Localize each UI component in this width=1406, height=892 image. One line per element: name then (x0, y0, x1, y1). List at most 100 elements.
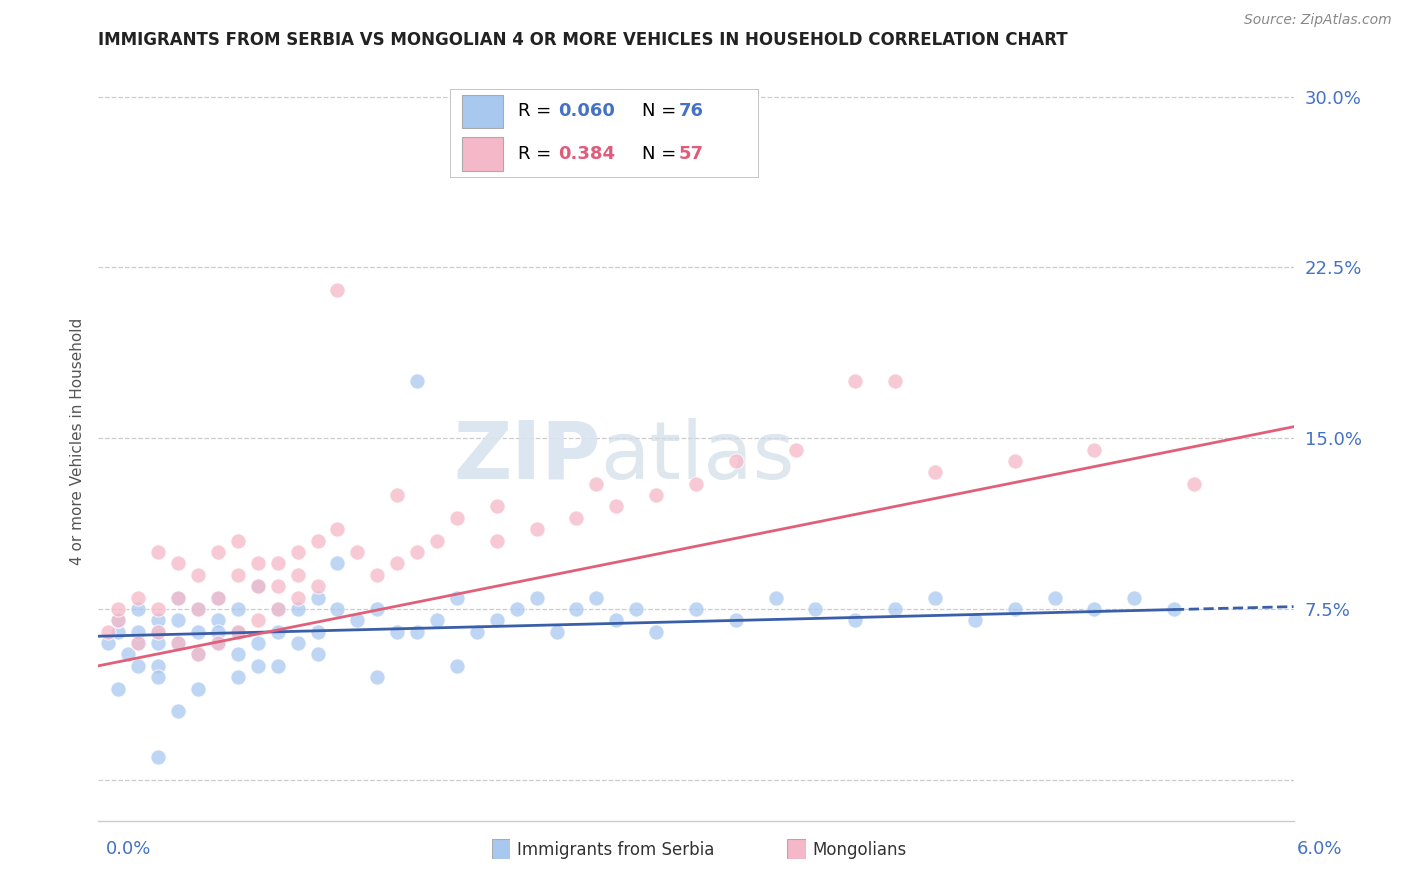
Point (446, 511, 468, 525)
Text: Immigrants from Serbia: Immigrants from Serbia (517, 841, 714, 859)
Point (148, 750, 170, 764)
Point (1083, 442, 1105, 457)
Point (546, 624, 568, 639)
Point (1083, 602, 1105, 616)
Point (127, 636, 149, 650)
Point (446, 591, 468, 605)
Point (148, 670, 170, 684)
Text: Mongolians: Mongolians (813, 841, 907, 859)
Y-axis label: 4 or more Vehicles in Household: 4 or more Vehicles in Household (69, 318, 84, 566)
Point (924, 465, 946, 479)
Point (207, 636, 229, 650)
Bar (463, 95, 502, 128)
Point (346, 545, 368, 559)
Point (506, 602, 529, 616)
Point (246, 613, 269, 627)
Point (585, 476, 607, 491)
Point (366, 567, 388, 582)
Point (963, 613, 986, 627)
Point (107, 613, 129, 627)
Point (406, 545, 429, 559)
Point (148, 658, 170, 673)
Point (167, 636, 190, 650)
Point (785, 442, 807, 457)
Point (226, 624, 249, 639)
Point (187, 602, 209, 616)
Point (465, 135, 488, 149)
Point (307, 648, 329, 662)
Point (307, 591, 329, 605)
Text: N =: N = (641, 145, 682, 163)
Point (1004, 454, 1026, 468)
Point (226, 567, 249, 582)
Point (326, 557, 349, 571)
Point (385, 624, 409, 639)
Point (565, 511, 588, 525)
Point (366, 670, 388, 684)
Point (724, 613, 747, 627)
Point (1182, 476, 1205, 491)
Point (117, 648, 139, 662)
Point (287, 567, 309, 582)
Point (267, 624, 290, 639)
Point (1123, 591, 1146, 605)
Point (148, 624, 170, 639)
Text: atlas: atlas (600, 417, 794, 496)
Point (127, 658, 149, 673)
Point (167, 591, 190, 605)
Point (127, 624, 149, 639)
Point (246, 579, 269, 593)
Text: 76: 76 (679, 103, 704, 120)
Point (207, 545, 229, 559)
Text: Source: ZipAtlas.com: Source: ZipAtlas.com (1244, 13, 1392, 28)
Point (207, 624, 229, 639)
Point (585, 591, 607, 605)
Point (267, 602, 290, 616)
Text: R =: R = (517, 145, 557, 163)
Point (485, 500, 508, 514)
Point (1043, 591, 1066, 605)
Point (167, 557, 190, 571)
Point (267, 658, 290, 673)
Point (685, 476, 707, 491)
Point (167, 704, 190, 718)
Point (107, 681, 129, 696)
Point (605, 500, 627, 514)
Text: ZIP: ZIP (453, 417, 600, 496)
Point (844, 613, 866, 627)
Point (107, 613, 129, 627)
Point (645, 624, 668, 639)
Point (97, 636, 120, 650)
Point (924, 591, 946, 605)
Point (307, 624, 329, 639)
Point (626, 602, 648, 616)
Point (127, 591, 149, 605)
Point (226, 602, 249, 616)
Point (724, 454, 747, 468)
Point (148, 613, 170, 627)
Text: 0.384: 0.384 (558, 145, 616, 163)
Point (246, 557, 269, 571)
Text: 0.060: 0.060 (558, 103, 614, 120)
Point (287, 545, 309, 559)
Point (465, 624, 488, 639)
Point (685, 602, 707, 616)
Point (426, 613, 449, 627)
Point (765, 591, 787, 605)
Point (246, 636, 269, 650)
Point (406, 624, 429, 639)
Point (526, 522, 548, 536)
Text: 6.0%: 6.0% (1298, 840, 1343, 858)
Point (485, 533, 508, 548)
Text: 0.0%: 0.0% (105, 840, 150, 858)
Point (246, 579, 269, 593)
Point (526, 591, 548, 605)
Point (187, 648, 209, 662)
Point (645, 488, 668, 502)
Point (187, 681, 209, 696)
Point (167, 591, 190, 605)
Text: IMMIGRANTS FROM SERBIA VS MONGOLIAN 4 OR MORE VEHICLES IN HOUSEHOLD CORRELATION : IMMIGRANTS FROM SERBIA VS MONGOLIAN 4 OR… (98, 31, 1069, 49)
Point (1163, 602, 1185, 616)
Point (287, 602, 309, 616)
Text: R =: R = (517, 103, 557, 120)
